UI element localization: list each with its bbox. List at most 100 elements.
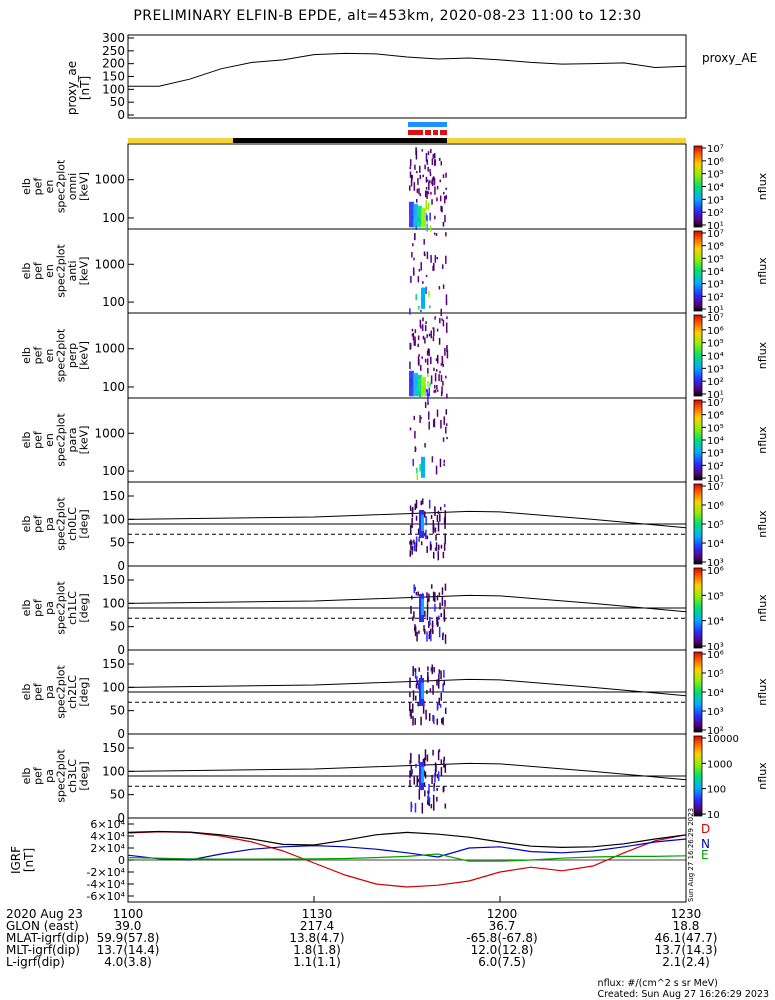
spec_pa_ch2-pixel [440,692,442,701]
spec_en_anti-pixel [412,243,414,247]
spec_pa_ch2-pixel [438,697,440,706]
spec_en_para-pixel [409,427,412,431]
spec_pa_ch3-flux-patch [421,766,424,783]
spec_en_anti-pixel [414,232,416,241]
spec_pa_ch1-ylabel-part: pef [32,598,45,617]
spec_en_para-pixel [419,415,421,423]
spec_en_perp-pixel [409,342,411,350]
spec_en_para-pixel [436,409,439,417]
spec_en_para-pixel [424,442,426,448]
spec_pa_ch0-pixel [418,536,420,542]
spec_en_omni-pixel [439,179,441,183]
spec_pa_ch1-pixel [424,610,426,617]
spec_en_omni-pixel [429,173,432,177]
spec_pa_ch3-pixel [415,763,417,768]
science-zone-gap [431,130,433,135]
spec_pa_ch0-pixel [420,500,423,506]
spec_en_anti-pixel [409,308,411,315]
spec_pa_ch0-pixel [420,541,423,546]
units-note: nflux: #/(cm^2 s sr MeV) [597,978,718,989]
spec_en_para-pixel [445,409,448,415]
spec_en_para-cb-tick-label: 10³ [707,449,724,460]
spec_pa_ch0-pixel [413,541,416,552]
igrf-series-d [127,831,687,888]
spec_en_anti-pixel [445,301,448,306]
spec_pa_ch0-pixel [434,509,436,516]
proxy-ae-tick-label: 250 [102,44,125,58]
spec_pa_ch1-colorbar [693,567,703,649]
spec_pa_ch2-pixel [433,715,435,725]
spec_en_anti-cb-label: nflux [756,257,769,285]
spec_en_perp-pixel [433,367,435,372]
spec_pa_ch1-pixel [426,592,428,599]
spec_en_perp-pixel [427,367,429,374]
spec_pa_ch2-ylabel-part: ch2LC [66,675,79,709]
side-stamp: Sun Aug 27 16:26:29 2023 [687,808,695,902]
spec_pa_ch2-pixel [432,685,434,695]
spec_en_omni-pixel [415,198,418,203]
spec_en_omni-pixel [425,152,428,162]
spec_pa_ch0-pixel [424,532,426,537]
spec_pa_ch3-pixel [442,786,445,793]
spec_en_para-pixel [443,416,445,425]
proxy-ae-legend: proxy_AE [702,51,757,65]
spec_en_anti-pixel [435,233,438,237]
spec_en_perp-pixel [427,393,429,402]
spec_pa_ch3-cb-tick-label: 100 [707,785,726,796]
spec_en_perp-pixel [421,324,424,332]
plot-title: PRELIMINARY ELFIN-B EPDE, alt=453km, 202… [133,8,642,24]
spec_pa_ch0-cb-label: nflux [756,510,769,538]
spec_pa_ch2-cb-tick-label: 10³ [707,707,724,718]
spec_pa_ch1-ylabel-part: spec2plot [55,581,68,635]
spec_en_perp-pixel [440,375,443,382]
spec_pa_ch0-pixel [429,543,432,551]
spec_en_omni-pixel [442,174,445,178]
spec_en_perp-pixel [424,358,427,363]
spec_en_omni-pixel [434,186,436,195]
spec_en_omni-pixel [419,165,421,173]
spec_pa_ch3-pixel [422,758,425,763]
spec_en_para-pixel [412,458,414,467]
spec_pa_ch0-pixel [437,521,440,532]
spec_en_para-cb-label: nflux [756,426,769,454]
spec_pa_ch1-pixel [418,630,420,634]
spec_en_anti-pixel [436,256,439,260]
spec_pa_ch0-loss-cone [127,510,687,529]
spec_pa_ch3-pixel [409,770,411,779]
spec_en_anti-cb-tick-label: 10⁶ [707,242,724,253]
spec_en_perp-pixel [419,319,422,328]
spec_en_perp-pixel [430,330,433,339]
spec_pa_ch2-pixel [443,680,446,686]
spec_pa_ch3-pixel [443,759,445,768]
spec_pa_ch0-ylabel-part: pa [43,517,56,531]
spec_pa_ch3-ylabel-part: pa [43,769,56,783]
spec_pa_ch1-pixel [444,617,446,621]
proxy-ae-tick-label: 200 [102,57,125,71]
spec_en_perp-pixel [424,337,426,344]
spec_en_omni-pixel [445,187,447,190]
spec_en_anti-pixel [415,294,417,301]
spec_pa_ch3-ylabel-part: [deg] [78,761,91,790]
spec_en_omni-pixel [427,179,429,182]
spec_en_anti-flux-patch [421,287,425,309]
spec_en_omni-cb-tick-label: 10⁷ [707,144,724,155]
ephem-value: 1200 [487,907,518,921]
ephem-value: 59.9(57.8) [97,931,160,945]
spec_pa_ch2-pixel [428,713,431,721]
spec_pa_ch1-pixel [424,629,426,635]
spec_en_omni-pixel [409,159,412,167]
spec_pa_ch0-pixel [444,510,447,521]
igrf-tick-label: 6×10⁴ [90,818,125,831]
spec_pa_ch1-pixel [426,598,429,604]
science-zone-bar-red [408,130,447,135]
igrf-legend-n: N [701,837,710,851]
ephem-value: 18.8 [673,919,700,933]
spec_pa_ch2-pixel [444,707,447,714]
igrf-tick-label: -6×10⁴ [86,890,125,903]
spec_en_anti-pixel [434,255,437,263]
spec_pa_ch2-pixel [430,667,433,672]
spec_en_perp-pixel [409,361,411,370]
spec_pa_ch1-pixel [415,591,418,596]
spec_en_para-pixel [424,401,427,408]
